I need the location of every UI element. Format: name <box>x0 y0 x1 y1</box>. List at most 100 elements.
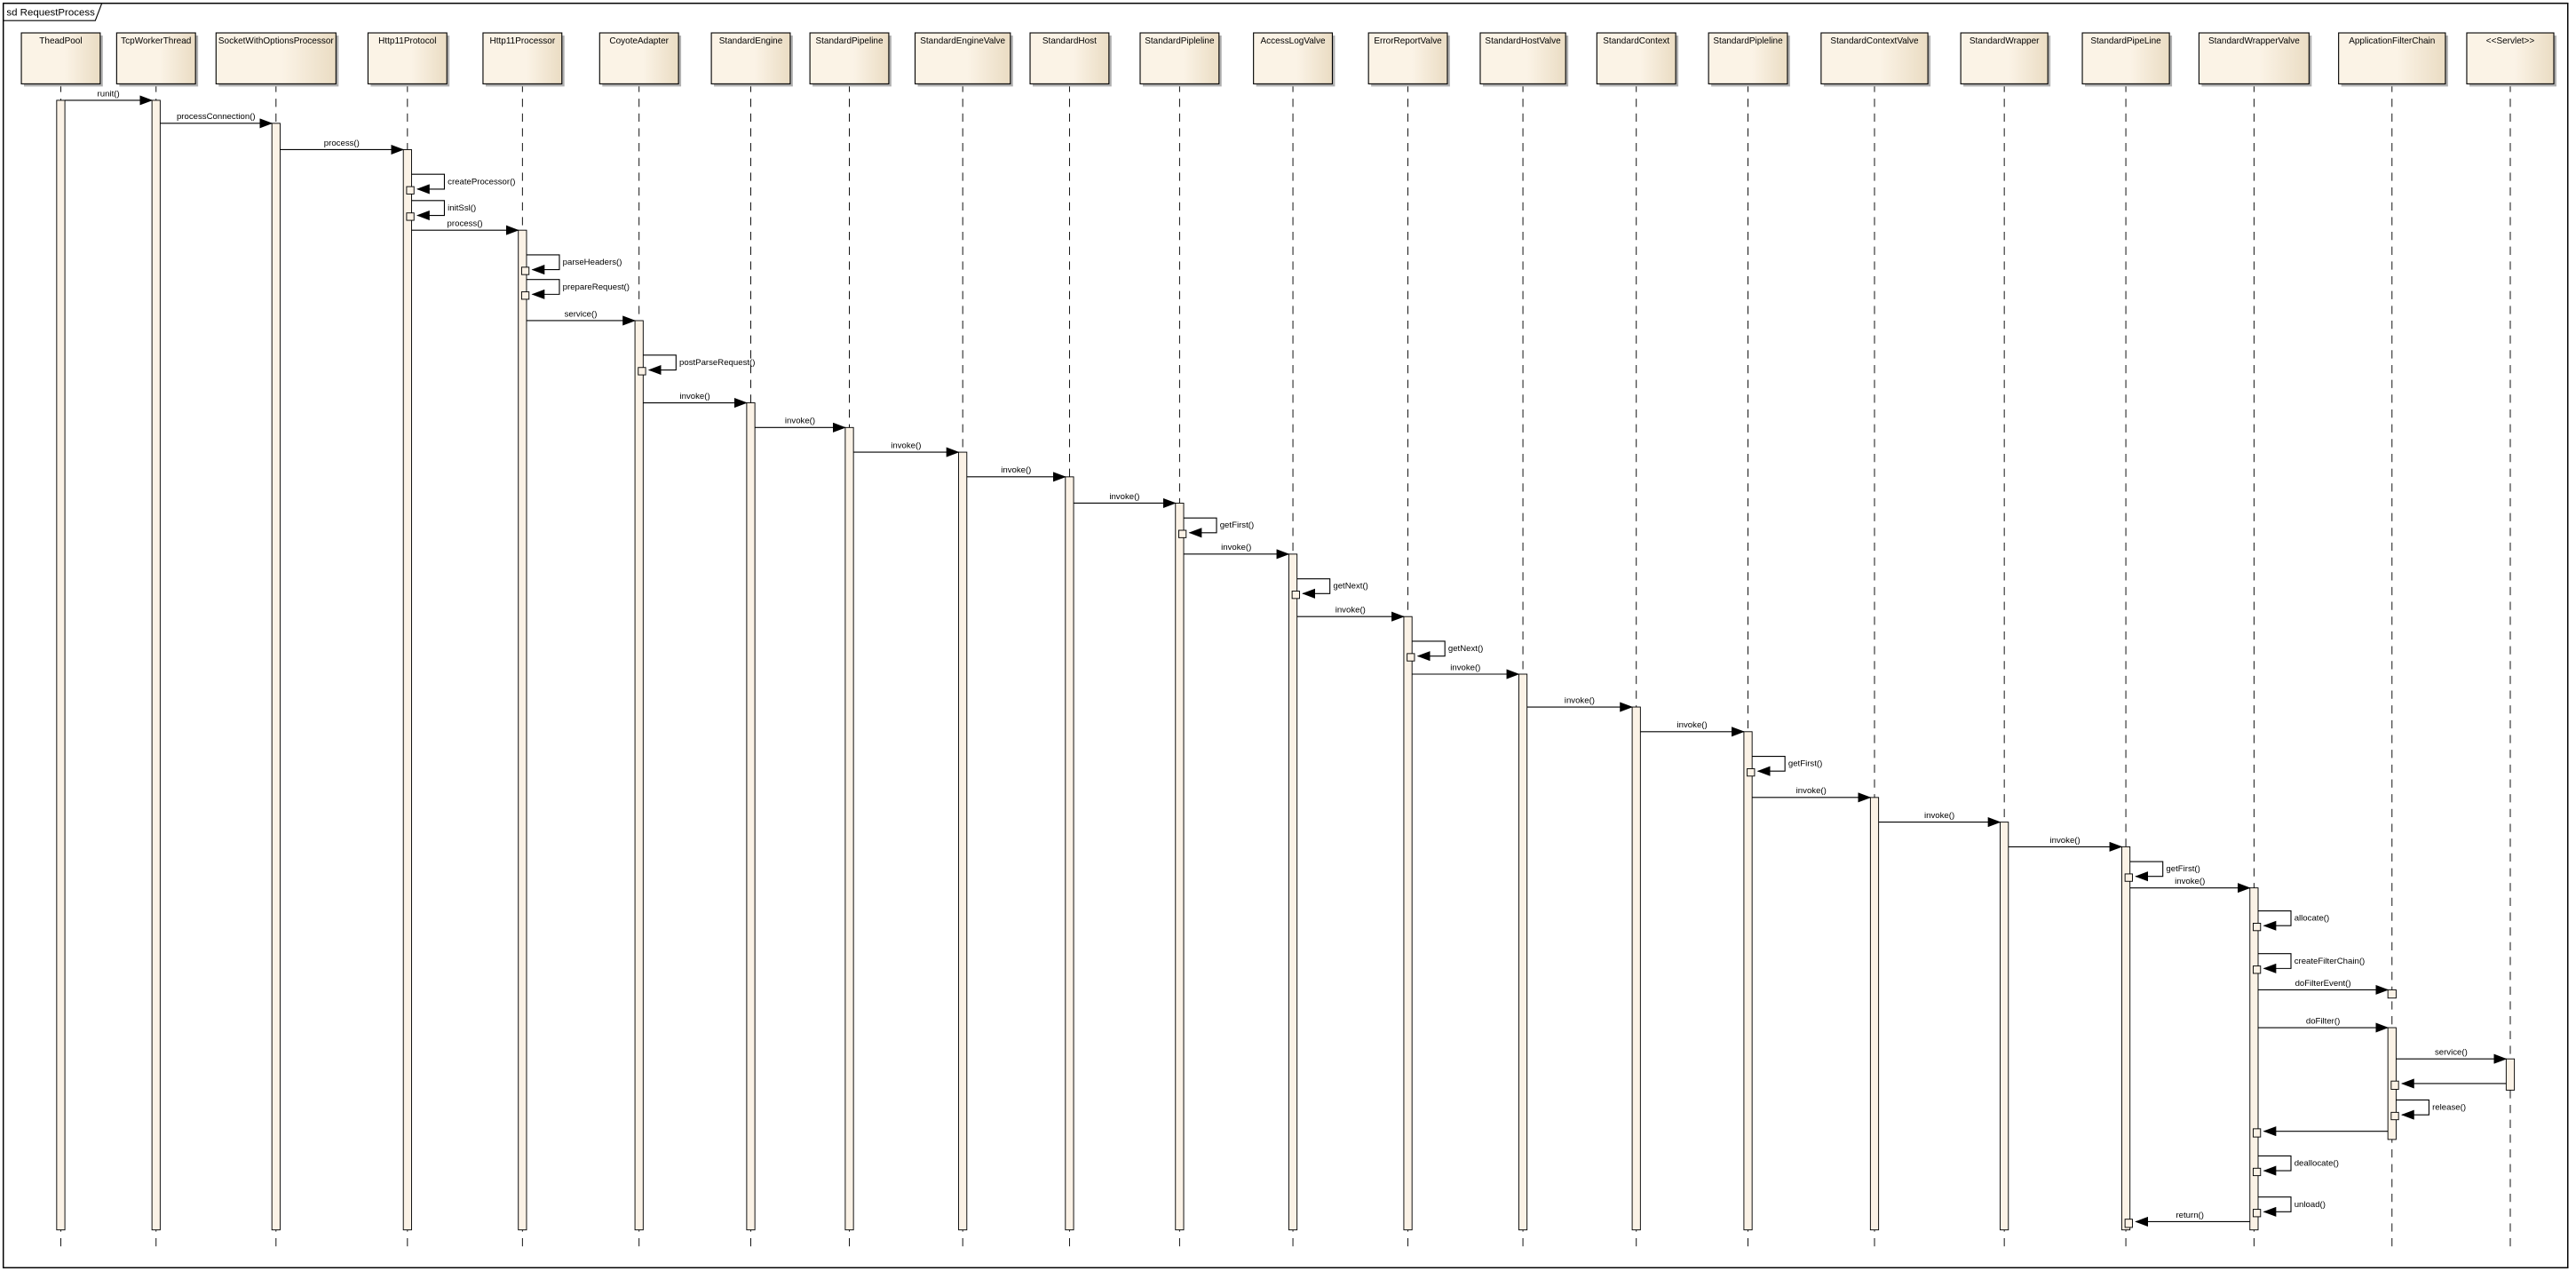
participant-16[interactable]: StandardContextValve <box>1820 32 1931 87</box>
message-label: createFilterChain() <box>2295 957 2366 966</box>
message-14[interactable]: invoke() <box>1074 492 1177 509</box>
return-box <box>520 291 530 300</box>
message-31[interactable]: doFilterEvent() <box>2258 979 2390 995</box>
message-19[interactable]: getNext() <box>1407 640 1484 662</box>
message-22[interactable]: invoke() <box>1640 720 1745 737</box>
participant-10[interactable]: StandardPipleline <box>1139 32 1222 87</box>
participant-14[interactable]: StandardContext <box>1596 32 1679 87</box>
participant-0[interactable]: TheadPool <box>20 32 103 87</box>
message-39[interactable]: return() <box>2124 1211 2250 1228</box>
message-label: getFirst() <box>2166 864 2200 874</box>
participant-box <box>1820 32 1929 84</box>
message-0[interactable]: runit() <box>65 89 154 106</box>
participant-3[interactable]: Http11Protocol <box>367 32 450 87</box>
message-33[interactable]: service() <box>2396 1048 2508 1064</box>
message-label: release() <box>2432 1103 2466 1113</box>
message-37[interactable]: deallocate() <box>2252 1155 2339 1177</box>
message-6[interactable]: parseHeaders() <box>520 254 622 275</box>
participant-name: <<Servlet>> <box>2486 36 2535 46</box>
message-label: doFilter() <box>2306 1016 2340 1026</box>
message-20[interactable]: invoke() <box>1412 663 1520 679</box>
activation-bar <box>1403 616 1413 1231</box>
message-38[interactable]: unload() <box>2252 1196 2326 1218</box>
return-box <box>2252 923 2262 932</box>
participant-8[interactable]: StandardEngineValve <box>914 32 1013 87</box>
participant-13[interactable]: StandardHostValve <box>1479 32 1569 87</box>
message-32[interactable]: doFilter() <box>2258 1016 2390 1033</box>
message-16[interactable]: invoke() <box>1184 543 1290 560</box>
message-24[interactable]: invoke() <box>1752 786 1872 803</box>
activation-bar <box>56 99 66 1231</box>
message-label: invoke() <box>1336 606 1366 616</box>
message-2[interactable]: process() <box>280 139 405 155</box>
participant-4[interactable]: Http11Processor <box>482 32 565 87</box>
message-35[interactable]: release() <box>2390 1099 2466 1121</box>
message-1[interactable]: processConnection() <box>160 112 273 129</box>
message-29[interactable]: allocate() <box>2252 910 2330 932</box>
participant-name: SocketWithOptionsProcessor <box>218 36 334 46</box>
participant-name: StandardHost <box>1042 36 1097 46</box>
message-15[interactable]: getFirst() <box>1178 517 1254 538</box>
message-label: allocate() <box>2295 914 2330 924</box>
message-18[interactable]: invoke() <box>1296 606 1405 622</box>
message-21[interactable]: invoke() <box>1526 695 1634 712</box>
return-box <box>406 212 415 221</box>
message-5[interactable]: process() <box>411 219 519 235</box>
participant-2[interactable]: SocketWithOptionsProcessor <box>215 32 339 87</box>
message-label: service() <box>565 309 598 319</box>
message-34[interactable] <box>2390 1078 2507 1090</box>
message-10[interactable]: invoke() <box>643 392 748 409</box>
activation-bar <box>2000 822 2009 1231</box>
participant-box <box>2338 32 2446 84</box>
participant-5[interactable]: CoyoteAdapter <box>598 32 682 87</box>
participant-box <box>1960 32 2049 84</box>
participant-19[interactable]: StandardWrapperValve <box>2198 32 2312 87</box>
message-7[interactable]: prepareRequest() <box>520 279 630 300</box>
message-label: invoke() <box>1677 720 1708 730</box>
participant-6[interactable]: StandardEngine <box>710 32 793 87</box>
message-11[interactable]: invoke() <box>755 417 846 433</box>
participant-20[interactable]: ApplicationFilterChain <box>2338 32 2448 87</box>
participant-15[interactable]: StandardPipleline <box>1708 32 1790 87</box>
participant-18[interactable]: StandardPipeLine <box>2081 32 2173 87</box>
participant-7[interactable]: StandardPipeline <box>809 32 892 87</box>
message-label: createProcessor() <box>448 177 515 187</box>
message-4[interactable]: initSsl() <box>406 200 476 221</box>
message-17[interactable]: getNext() <box>1291 578 1368 600</box>
return-box <box>2252 1209 2262 1218</box>
return-box <box>2124 1219 2133 1228</box>
message-3[interactable]: createProcessor() <box>406 173 516 195</box>
activation-bar <box>1869 797 1880 1231</box>
self-call-arrow <box>411 200 446 221</box>
participant-name: TheadPool <box>39 36 82 46</box>
message-12[interactable]: invoke() <box>853 441 960 457</box>
message-25[interactable]: invoke() <box>1878 811 2001 828</box>
participant-9[interactable]: StandardHost <box>1029 32 1112 87</box>
message-23[interactable]: getFirst() <box>1747 756 1823 777</box>
message-13[interactable]: invoke() <box>966 465 1066 482</box>
activation-bar <box>634 320 644 1231</box>
participant-1[interactable]: TcpWorkerThread <box>115 32 199 87</box>
participant-17[interactable]: StandardWrapper <box>1960 32 2051 87</box>
participant-11[interactable]: AccessLogValve <box>1253 32 1336 87</box>
participant-name: Http11Processor <box>490 36 556 46</box>
message-30[interactable]: createFilterChain() <box>2252 953 2366 974</box>
frame-title: sd RequestProcess <box>6 8 95 19</box>
participant-box <box>1708 32 1788 84</box>
message-36[interactable] <box>2252 1126 2389 1138</box>
participant-box <box>115 32 196 84</box>
participant-name: StandardContextValve <box>1830 36 1919 46</box>
message-8[interactable]: service() <box>526 309 636 326</box>
activation-bar <box>1288 553 1298 1231</box>
message-label: invoke() <box>2175 877 2205 886</box>
message-9[interactable]: postParseRequest() <box>638 354 756 376</box>
self-call-arrow <box>1412 640 1446 662</box>
participant-12[interactable]: ErrorReportValve <box>1367 32 1450 87</box>
message-27[interactable]: getFirst() <box>2124 861 2200 882</box>
message-26[interactable]: invoke() <box>2008 836 2123 852</box>
message-28[interactable]: invoke() <box>2129 877 2251 894</box>
participant-box <box>1029 32 1110 84</box>
message-label: runit() <box>98 89 120 99</box>
participant-21[interactable]: <<Servlet>> <box>2466 32 2556 87</box>
return-box <box>2390 1111 2399 1121</box>
